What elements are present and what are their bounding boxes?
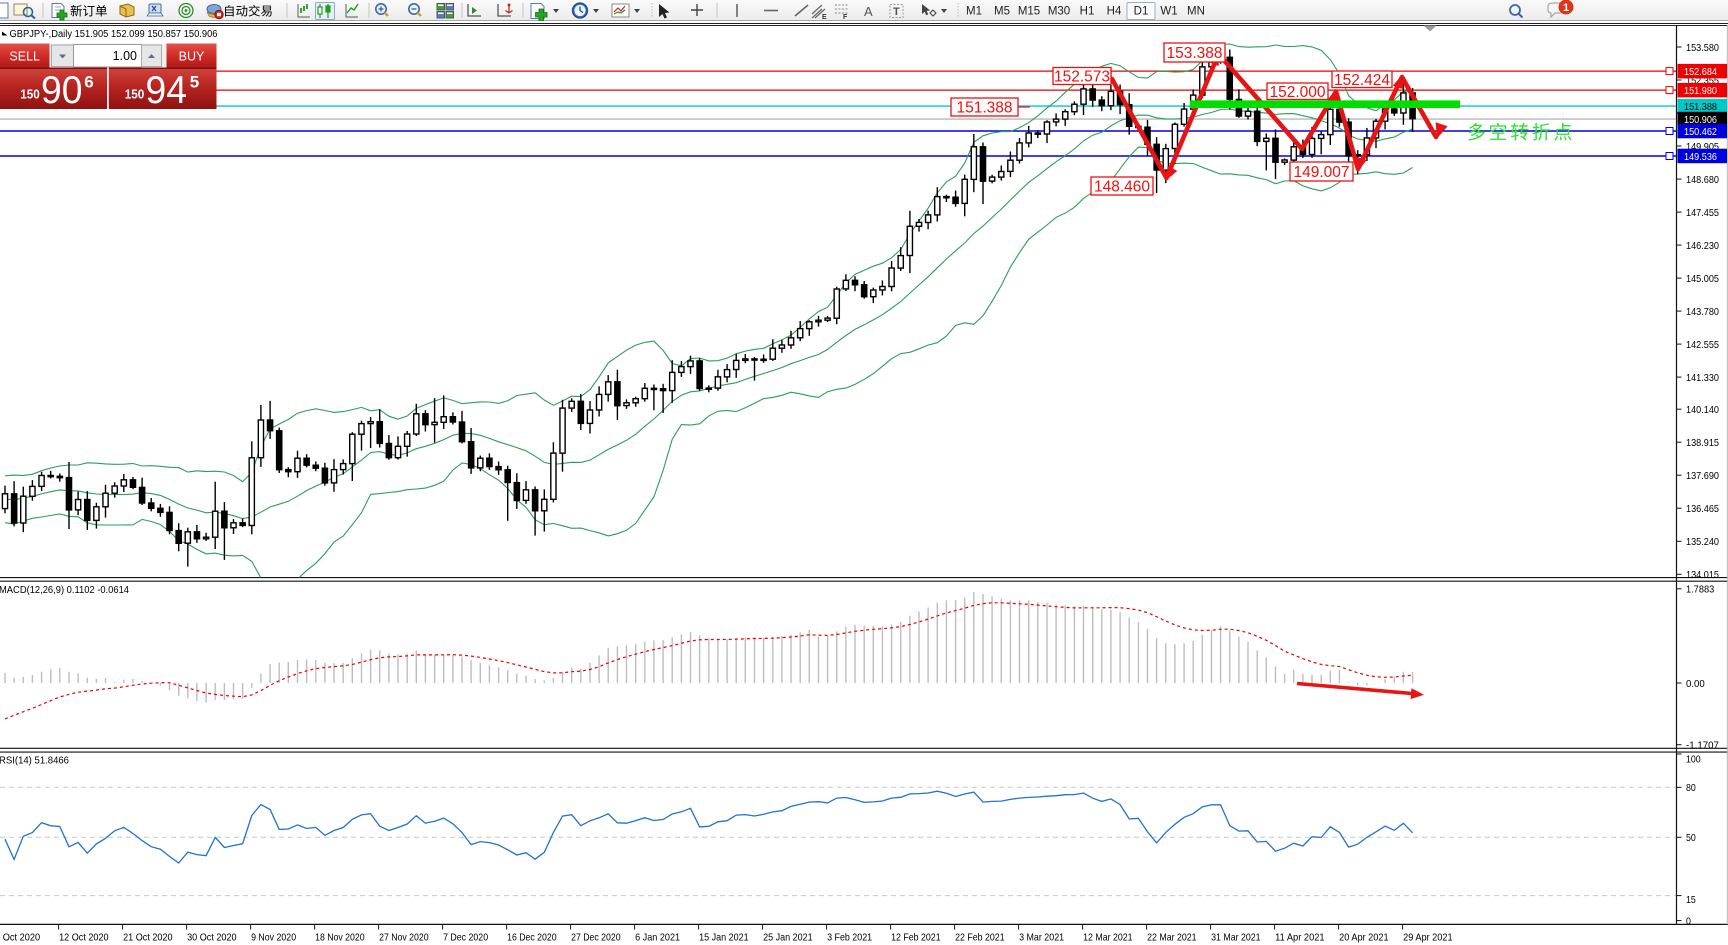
svg-text:1.7883: 1.7883 (1686, 584, 1714, 596)
svg-text:12 Feb 2021: 12 Feb 2021 (891, 932, 941, 944)
svg-text:6: 6 (84, 73, 93, 92)
svg-text:148.680: 148.680 (1686, 174, 1719, 186)
svg-text:149.007: 149.007 (1293, 164, 1349, 181)
svg-text:29 Apr 2021: 29 Apr 2021 (1403, 932, 1453, 944)
svg-text:80: 80 (1686, 782, 1696, 794)
svg-text:50: 50 (1686, 832, 1696, 844)
svg-text:151.980: 151.980 (1684, 85, 1717, 97)
svg-text:RSI(14) 51.8466: RSI(14) 51.8466 (0, 755, 69, 767)
svg-text:151.388: 151.388 (1684, 101, 1717, 113)
svg-text:0: 0 (1686, 915, 1691, 927)
svg-text:1.00: 1.00 (113, 49, 137, 63)
svg-text:A: A (864, 4, 873, 19)
svg-text:H4: H4 (1107, 6, 1122, 18)
svg-text:152.000: 152.000 (1269, 84, 1325, 101)
svg-text:150.906: 150.906 (1684, 114, 1717, 126)
svg-text:12 Oct 2020: 12 Oct 2020 (59, 932, 109, 944)
svg-text:148.460: 148.460 (1094, 179, 1150, 196)
svg-text:151.388: 151.388 (956, 100, 1012, 117)
svg-text:20 Apr 2021: 20 Apr 2021 (1339, 932, 1389, 944)
svg-text:100: 100 (1686, 753, 1701, 765)
svg-text:-1.1707: -1.1707 (1686, 740, 1719, 752)
svg-text:0.00: 0.00 (1686, 678, 1705, 690)
svg-text:90: 90 (41, 69, 83, 112)
svg-text:150: 150 (125, 88, 145, 102)
svg-text:150.462: 150.462 (1684, 126, 1717, 138)
svg-text:152.684: 152.684 (1684, 66, 1717, 78)
svg-text:147.455: 147.455 (1686, 207, 1719, 219)
svg-text:12 Mar 2021: 12 Mar 2021 (1083, 932, 1133, 944)
svg-text:146.230: 146.230 (1686, 240, 1719, 252)
svg-text:M30: M30 (1048, 6, 1070, 18)
svg-text:15 Jan 2021: 15 Jan 2021 (699, 932, 749, 944)
svg-text:152.573: 152.573 (1054, 69, 1110, 86)
svg-text:27 Nov 2020: 27 Nov 2020 (379, 932, 429, 944)
svg-text:F: F (843, 14, 848, 21)
svg-text:150: 150 (20, 88, 40, 102)
svg-text:135.240: 135.240 (1686, 536, 1719, 548)
svg-text:H1: H1 (1080, 6, 1095, 18)
svg-text:145.005: 145.005 (1686, 273, 1719, 285)
svg-text:136.465: 136.465 (1686, 503, 1719, 515)
svg-text:M5: M5 (994, 6, 1010, 18)
svg-text:18 Nov 2020: 18 Nov 2020 (315, 932, 365, 944)
svg-text:142.555: 142.555 (1686, 339, 1719, 351)
svg-text:6 Jan 2021: 6 Jan 2021 (635, 932, 680, 944)
svg-text:30 Oct 2020: 30 Oct 2020 (187, 932, 237, 944)
svg-text:153.388: 153.388 (1166, 45, 1222, 62)
svg-text:T: T (893, 6, 900, 18)
svg-text:1: 1 (1563, 2, 1569, 14)
svg-text:3 Mar 2021: 3 Mar 2021 (1019, 932, 1064, 944)
svg-text:D1: D1 (1134, 6, 1149, 18)
svg-text:25 Jan 2021: 25 Jan 2021 (763, 932, 813, 944)
svg-text:152.424: 152.424 (1334, 72, 1390, 89)
svg-text:141.330: 141.330 (1686, 372, 1719, 384)
svg-text:M15: M15 (1018, 6, 1040, 18)
svg-text:16 Dec 2020: 16 Dec 2020 (507, 932, 557, 944)
svg-text:11 Apr 2021: 11 Apr 2021 (1275, 932, 1325, 944)
svg-text:149.536: 149.536 (1684, 151, 1717, 163)
svg-text:MN: MN (1187, 6, 1205, 18)
svg-text:M1: M1 (966, 6, 982, 18)
svg-text:1 Oct 2020: 1 Oct 2020 (0, 932, 40, 944)
svg-text:138.915: 138.915 (1686, 437, 1719, 449)
svg-text:W1: W1 (1160, 6, 1177, 18)
svg-text:31 Mar 2021: 31 Mar 2021 (1211, 932, 1261, 944)
svg-text:27 Dec 2020: 27 Dec 2020 (571, 932, 621, 944)
svg-text:22 Feb 2021: 22 Feb 2021 (955, 932, 1005, 944)
svg-text:7 Dec 2020: 7 Dec 2020 (443, 932, 488, 944)
svg-text:15: 15 (1686, 894, 1696, 906)
svg-text:143.780: 143.780 (1686, 306, 1719, 318)
svg-text:153.580: 153.580 (1686, 42, 1719, 54)
svg-text:3 Feb 2021: 3 Feb 2021 (827, 932, 872, 944)
svg-text:MACD(12,26,9) 0.1102 -0.0614: MACD(12,26,9) 0.1102 -0.0614 (0, 584, 129, 596)
svg-text:SELL: SELL (9, 50, 40, 64)
svg-text:21 Oct 2020: 21 Oct 2020 (123, 932, 173, 944)
svg-text:140.140: 140.140 (1686, 404, 1719, 416)
svg-text:E: E (822, 14, 827, 21)
svg-text:22 Mar 2021: 22 Mar 2021 (1147, 932, 1197, 944)
svg-text:94: 94 (146, 69, 188, 112)
svg-text:5: 5 (190, 73, 199, 92)
svg-text:9 Nov 2020: 9 Nov 2020 (251, 932, 296, 944)
svg-text:134.015: 134.015 (1686, 569, 1719, 581)
svg-text:BUY: BUY (179, 50, 205, 64)
svg-text:137.690: 137.690 (1686, 470, 1719, 482)
svg-text:GBPJPY-,Daily 151.905 152.099: GBPJPY-,Daily 151.905 152.099 150.857 15… (10, 29, 218, 40)
